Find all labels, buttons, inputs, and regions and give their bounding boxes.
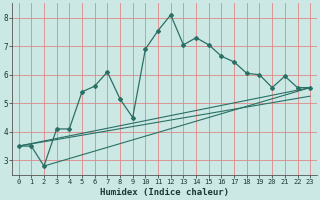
X-axis label: Humidex (Indice chaleur): Humidex (Indice chaleur) bbox=[100, 188, 229, 197]
